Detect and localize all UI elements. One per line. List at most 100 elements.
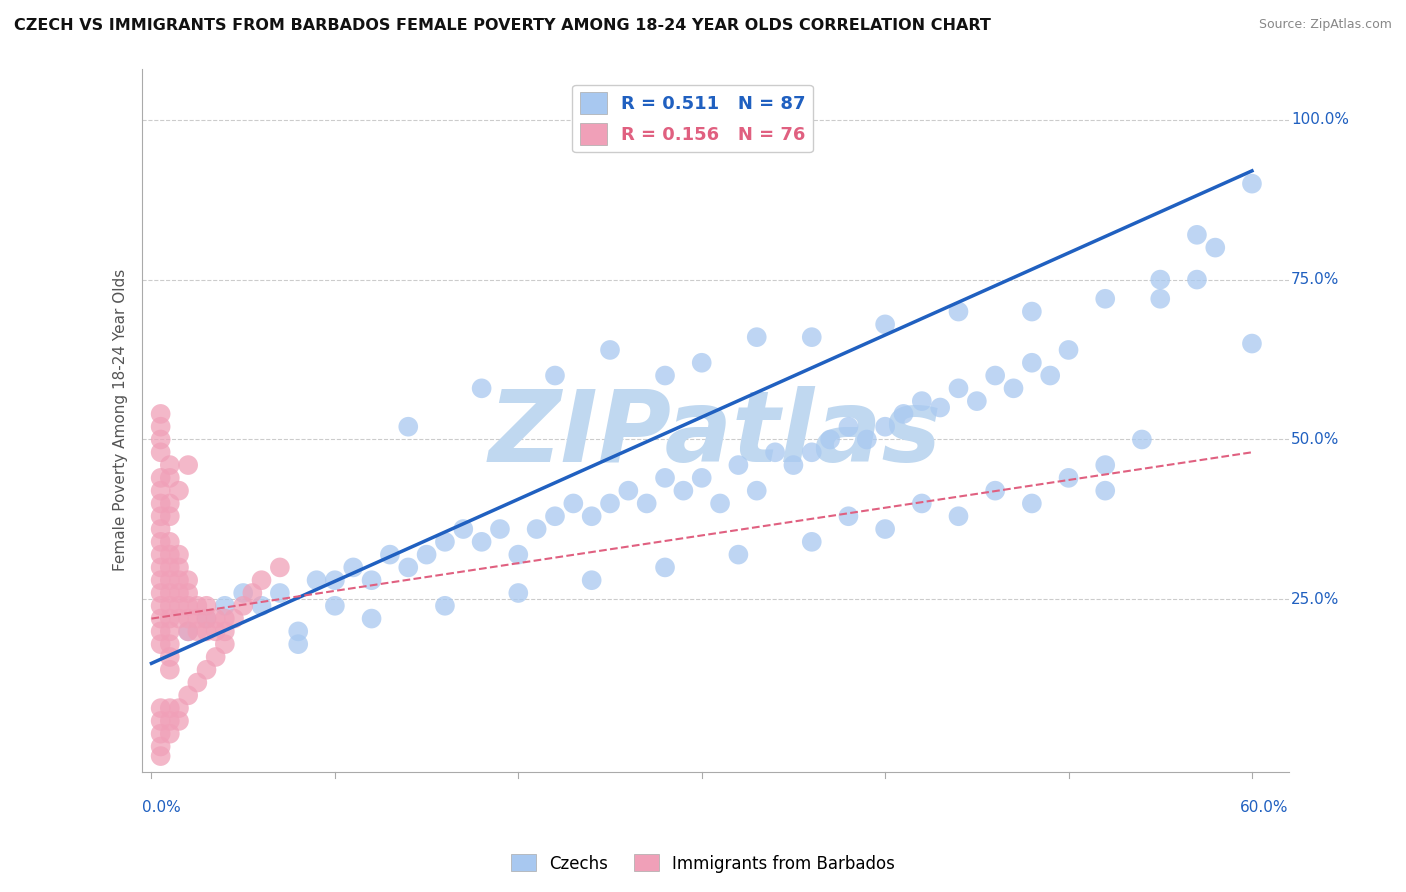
Point: [149, 611, 172, 625]
Point: [149, 586, 172, 600]
Point: [177, 611, 200, 625]
Point: [1204, 241, 1226, 255]
Point: [875, 419, 897, 434]
Point: [149, 739, 172, 754]
Point: [875, 522, 897, 536]
Point: [195, 624, 218, 639]
Point: [149, 496, 172, 510]
Text: 75.0%: 75.0%: [1291, 272, 1340, 287]
Point: [159, 496, 181, 510]
Point: [149, 701, 172, 715]
Point: [195, 611, 218, 625]
Point: [636, 496, 658, 510]
Point: [1002, 381, 1025, 395]
Point: [195, 599, 218, 613]
Point: [149, 419, 172, 434]
Legend: Czechs, Immigrants from Barbados: Czechs, Immigrants from Barbados: [505, 847, 901, 880]
Point: [214, 599, 236, 613]
Point: [149, 509, 172, 524]
Point: [149, 407, 172, 421]
Point: [177, 624, 200, 639]
Point: [149, 624, 172, 639]
Point: [214, 637, 236, 651]
Point: [149, 548, 172, 562]
Point: [672, 483, 695, 498]
Point: [232, 599, 254, 613]
Point: [167, 701, 190, 715]
Point: [269, 586, 291, 600]
Point: [396, 560, 419, 574]
Point: [654, 471, 676, 485]
Point: [186, 599, 208, 613]
Point: [690, 471, 713, 485]
Point: [149, 522, 172, 536]
Point: [1149, 292, 1171, 306]
Point: [167, 714, 190, 728]
Point: [159, 611, 181, 625]
Point: [159, 560, 181, 574]
Point: [433, 534, 456, 549]
Point: [232, 586, 254, 600]
Point: [1057, 343, 1080, 357]
Point: [837, 419, 859, 434]
Point: [727, 548, 749, 562]
Point: [159, 637, 181, 651]
Point: [415, 548, 437, 562]
Point: [159, 509, 181, 524]
Point: [1021, 304, 1043, 318]
Point: [526, 522, 548, 536]
Point: [204, 611, 226, 625]
Point: [167, 611, 190, 625]
Point: [599, 343, 621, 357]
Point: [240, 586, 263, 600]
Point: [159, 624, 181, 639]
Point: [167, 586, 190, 600]
Point: [159, 714, 181, 728]
Point: [149, 483, 172, 498]
Point: [250, 573, 273, 587]
Point: [948, 304, 970, 318]
Point: [177, 573, 200, 587]
Point: [149, 433, 172, 447]
Point: [544, 368, 567, 383]
Point: [1021, 356, 1043, 370]
Text: CZECH VS IMMIGRANTS FROM BARBADOS FEMALE POVERTY AMONG 18-24 YEAR OLDS CORRELATI: CZECH VS IMMIGRANTS FROM BARBADOS FEMALE…: [14, 18, 991, 33]
Point: [690, 356, 713, 370]
Point: [149, 445, 172, 459]
Point: [167, 548, 190, 562]
Point: [204, 649, 226, 664]
Point: [1185, 272, 1208, 286]
Point: [177, 689, 200, 703]
Point: [599, 496, 621, 510]
Point: [378, 548, 401, 562]
Point: [177, 624, 200, 639]
Point: [984, 483, 1007, 498]
Legend: R = 0.511   N = 87, R = 0.156   N = 76: R = 0.511 N = 87, R = 0.156 N = 76: [572, 85, 813, 153]
Point: [177, 586, 200, 600]
Point: [875, 318, 897, 332]
Text: 0.0%: 0.0%: [142, 800, 181, 815]
Point: [654, 368, 676, 383]
Point: [471, 534, 494, 549]
Point: [837, 509, 859, 524]
Point: [149, 573, 172, 587]
Point: [186, 611, 208, 625]
Text: ZIPatlas: ZIPatlas: [489, 386, 942, 483]
Point: [360, 611, 382, 625]
Point: [149, 637, 172, 651]
Point: [269, 560, 291, 574]
Point: [177, 599, 200, 613]
Text: 60.0%: 60.0%: [1240, 800, 1289, 815]
Point: [159, 663, 181, 677]
Point: [1057, 471, 1080, 485]
Point: [195, 663, 218, 677]
Point: [727, 458, 749, 472]
Point: [893, 407, 915, 421]
Point: [763, 445, 786, 459]
Text: 50.0%: 50.0%: [1291, 432, 1340, 447]
Point: [250, 599, 273, 613]
Point: [167, 599, 190, 613]
Point: [1039, 368, 1062, 383]
Point: [214, 624, 236, 639]
Point: [508, 586, 530, 600]
